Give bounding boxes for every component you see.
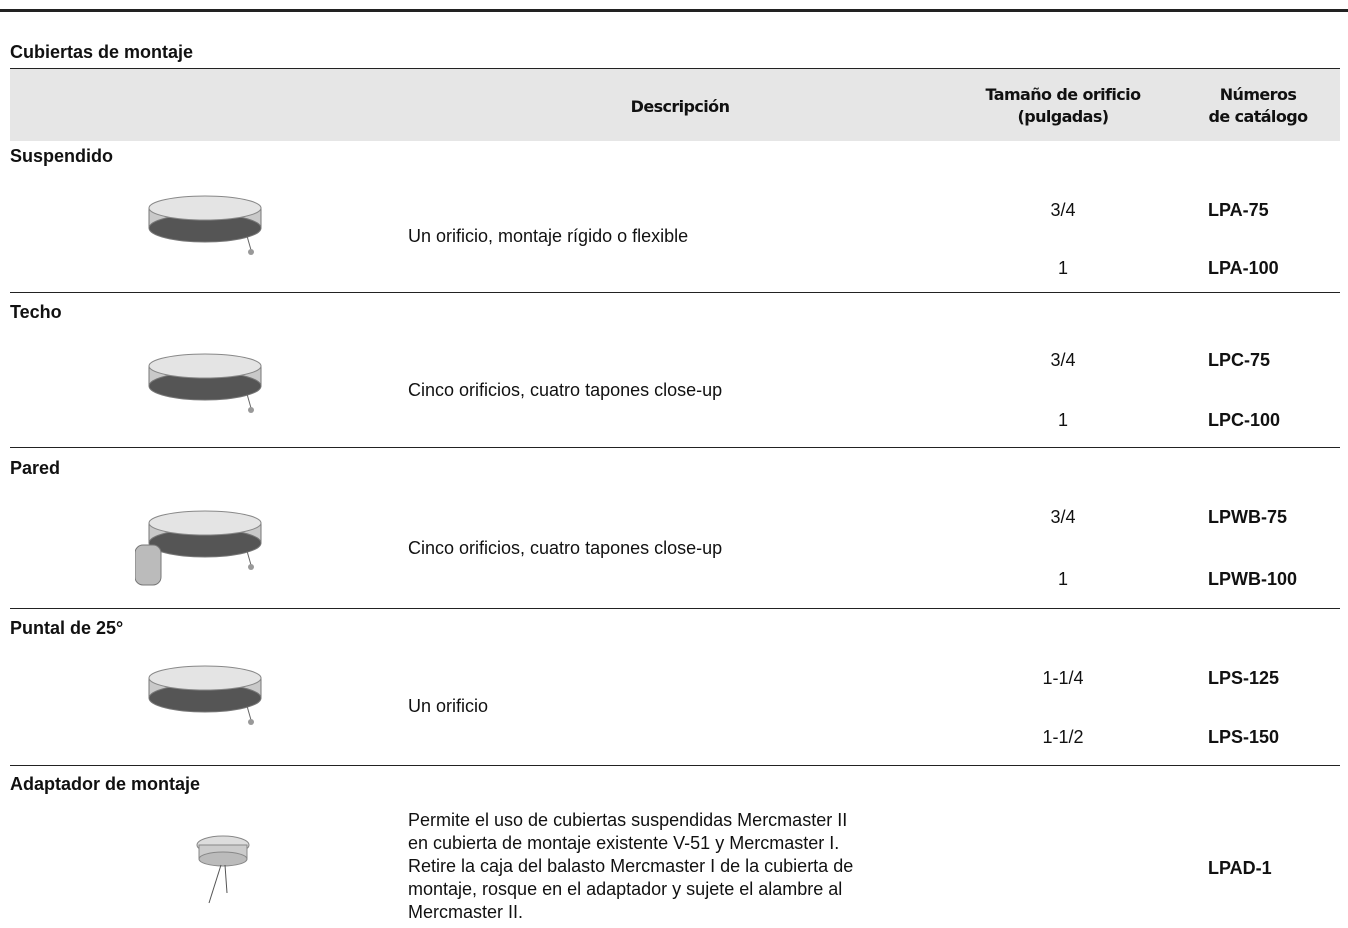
header-size: Tamaño de orificio — [985, 85, 1142, 104]
description: montaje, rosque en el adaptador y sujete… — [408, 879, 843, 899]
section-label: Techo — [10, 302, 62, 322]
section-label: Adaptador de montaje — [10, 774, 201, 794]
catalog-number: LPS-125 — [1208, 668, 1280, 688]
description: Cinco orificios, cuatro tapones close-up — [408, 380, 723, 400]
hole-size: 3/4 — [1050, 507, 1076, 527]
section-label: Suspendido — [10, 146, 113, 166]
row-separator — [10, 765, 1340, 766]
header-catalog: Números — [1219, 85, 1297, 104]
row-separator — [10, 608, 1340, 609]
product-image — [148, 353, 262, 413]
description: Retire la caja del balasto Mercmaster I … — [408, 856, 854, 876]
catalog-number: LPAD-1 — [1208, 858, 1272, 878]
catalog-number: LPWB-100 — [1208, 569, 1298, 589]
description: en cubierta de montaje existente V-51 y … — [408, 833, 840, 853]
hole-size: 1 — [1057, 258, 1069, 278]
product-image — [148, 195, 262, 255]
rule — [10, 68, 1340, 69]
hole-size: 1-1/2 — [1042, 727, 1084, 747]
section-label: Pared — [10, 458, 61, 478]
hole-size: 1 — [1057, 410, 1069, 430]
catalog-number: LPA-100 — [1208, 258, 1279, 278]
catalog-number: LPA-75 — [1208, 200, 1269, 220]
description: Un orificio — [408, 696, 489, 716]
hole-size: 3/4 — [1050, 200, 1076, 220]
catalog-number: LPS-150 — [1208, 727, 1280, 747]
hole-size: 1 — [1057, 569, 1069, 589]
table-title: Cubiertas de montaje — [10, 42, 194, 62]
header-size: (pulgadas) — [1017, 107, 1110, 126]
header-band — [10, 69, 1340, 141]
product-image — [196, 835, 250, 904]
description: Permite el uso de cubiertas suspendidas … — [408, 810, 848, 830]
hole-size: 1-1/4 — [1042, 668, 1084, 688]
header-catalog: de catálogo — [1208, 107, 1309, 126]
row-separator — [10, 292, 1340, 293]
description: Un orificio, montaje rígido o flexible — [408, 226, 689, 246]
product-image — [135, 510, 262, 586]
catalog-number: LPC-75 — [1208, 350, 1271, 370]
top-rule — [0, 9, 1348, 12]
catalog-number: LPWB-75 — [1208, 507, 1288, 527]
section-label: Puntal de 25° — [10, 618, 124, 638]
row-separator — [10, 447, 1340, 448]
product-image — [148, 665, 262, 725]
description: Mercmaster II. — [408, 902, 524, 922]
hole-size: 3/4 — [1050, 350, 1076, 370]
description: Cinco orificios, cuatro tapones close-up — [408, 538, 723, 558]
catalog-number: LPC-100 — [1208, 410, 1281, 430]
header-description: Descripción — [630, 97, 730, 116]
